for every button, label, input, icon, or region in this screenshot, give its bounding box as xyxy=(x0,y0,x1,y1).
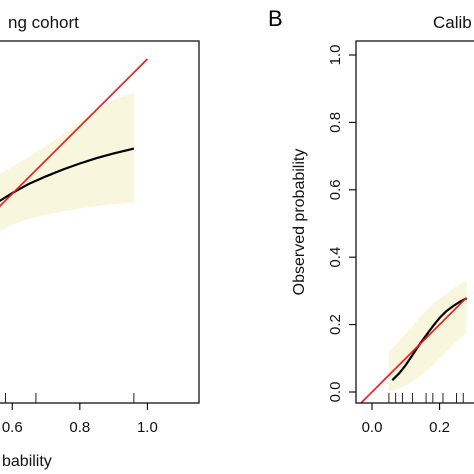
panel-b-y-tick-label: 1.0 xyxy=(327,45,344,66)
panel-a-calibration-curve xyxy=(0,147,135,203)
panel-a-calibration-plot: ng cohort 0.6 0.8 1.0 bability xyxy=(0,13,200,470)
panel-b-y-axis-label: Observed probability xyxy=(291,149,308,296)
panel-a-lines xyxy=(0,58,148,208)
panel-b-x-axis: 0.0 0.2 xyxy=(362,403,450,436)
panel-b-y-axis: 0.0 0.2 0.4 0.6 0.8 1.0 xyxy=(327,45,356,403)
panel-b-y-tick-label: 0.2 xyxy=(327,314,344,335)
panel-a-rug-ticks xyxy=(5,393,135,403)
panel-b-title: Calib xyxy=(433,13,472,32)
panel-a-x-tick-label: 0.6 xyxy=(2,419,23,436)
panel-b-y-tick-label: 0.0 xyxy=(327,382,344,403)
panel-a-confidence-band xyxy=(0,92,134,231)
panel-b-y-tick-label: 0.6 xyxy=(327,179,344,200)
panel-b-lines xyxy=(359,297,468,403)
panel-a-x-axis-label: bability xyxy=(2,453,52,470)
panel-b-y-tick-label: 0.8 xyxy=(327,112,344,133)
panel-a-x-tick-label: 0.8 xyxy=(69,419,90,436)
panel-a-plot-frame xyxy=(0,40,200,404)
panel-a-x-tick-label: 1.0 xyxy=(137,419,158,436)
panel-b-x-tick-label: 0.2 xyxy=(429,419,450,436)
panel-b-ideal-line xyxy=(359,297,468,403)
panel-a-ideal-line xyxy=(0,58,148,208)
panel-a-title: ng cohort xyxy=(8,13,79,32)
panel-b-calibration-plot: B Calib 0.0 0.2 0.0 0.2 0.4 0.6 0.8 1.0 Observ… xyxy=(268,6,474,436)
panel-b-rug-ticks xyxy=(388,393,464,403)
panel-b-y-tick-label: 0.4 xyxy=(327,247,344,268)
panel-b-letter: B xyxy=(268,6,283,31)
panel-b-calibration-curve xyxy=(391,297,468,381)
panel-a-x-axis: 0.6 0.8 1.0 xyxy=(2,403,158,436)
panel-b-x-tick-label: 0.0 xyxy=(362,419,383,436)
panel-a-band-area xyxy=(0,92,134,231)
